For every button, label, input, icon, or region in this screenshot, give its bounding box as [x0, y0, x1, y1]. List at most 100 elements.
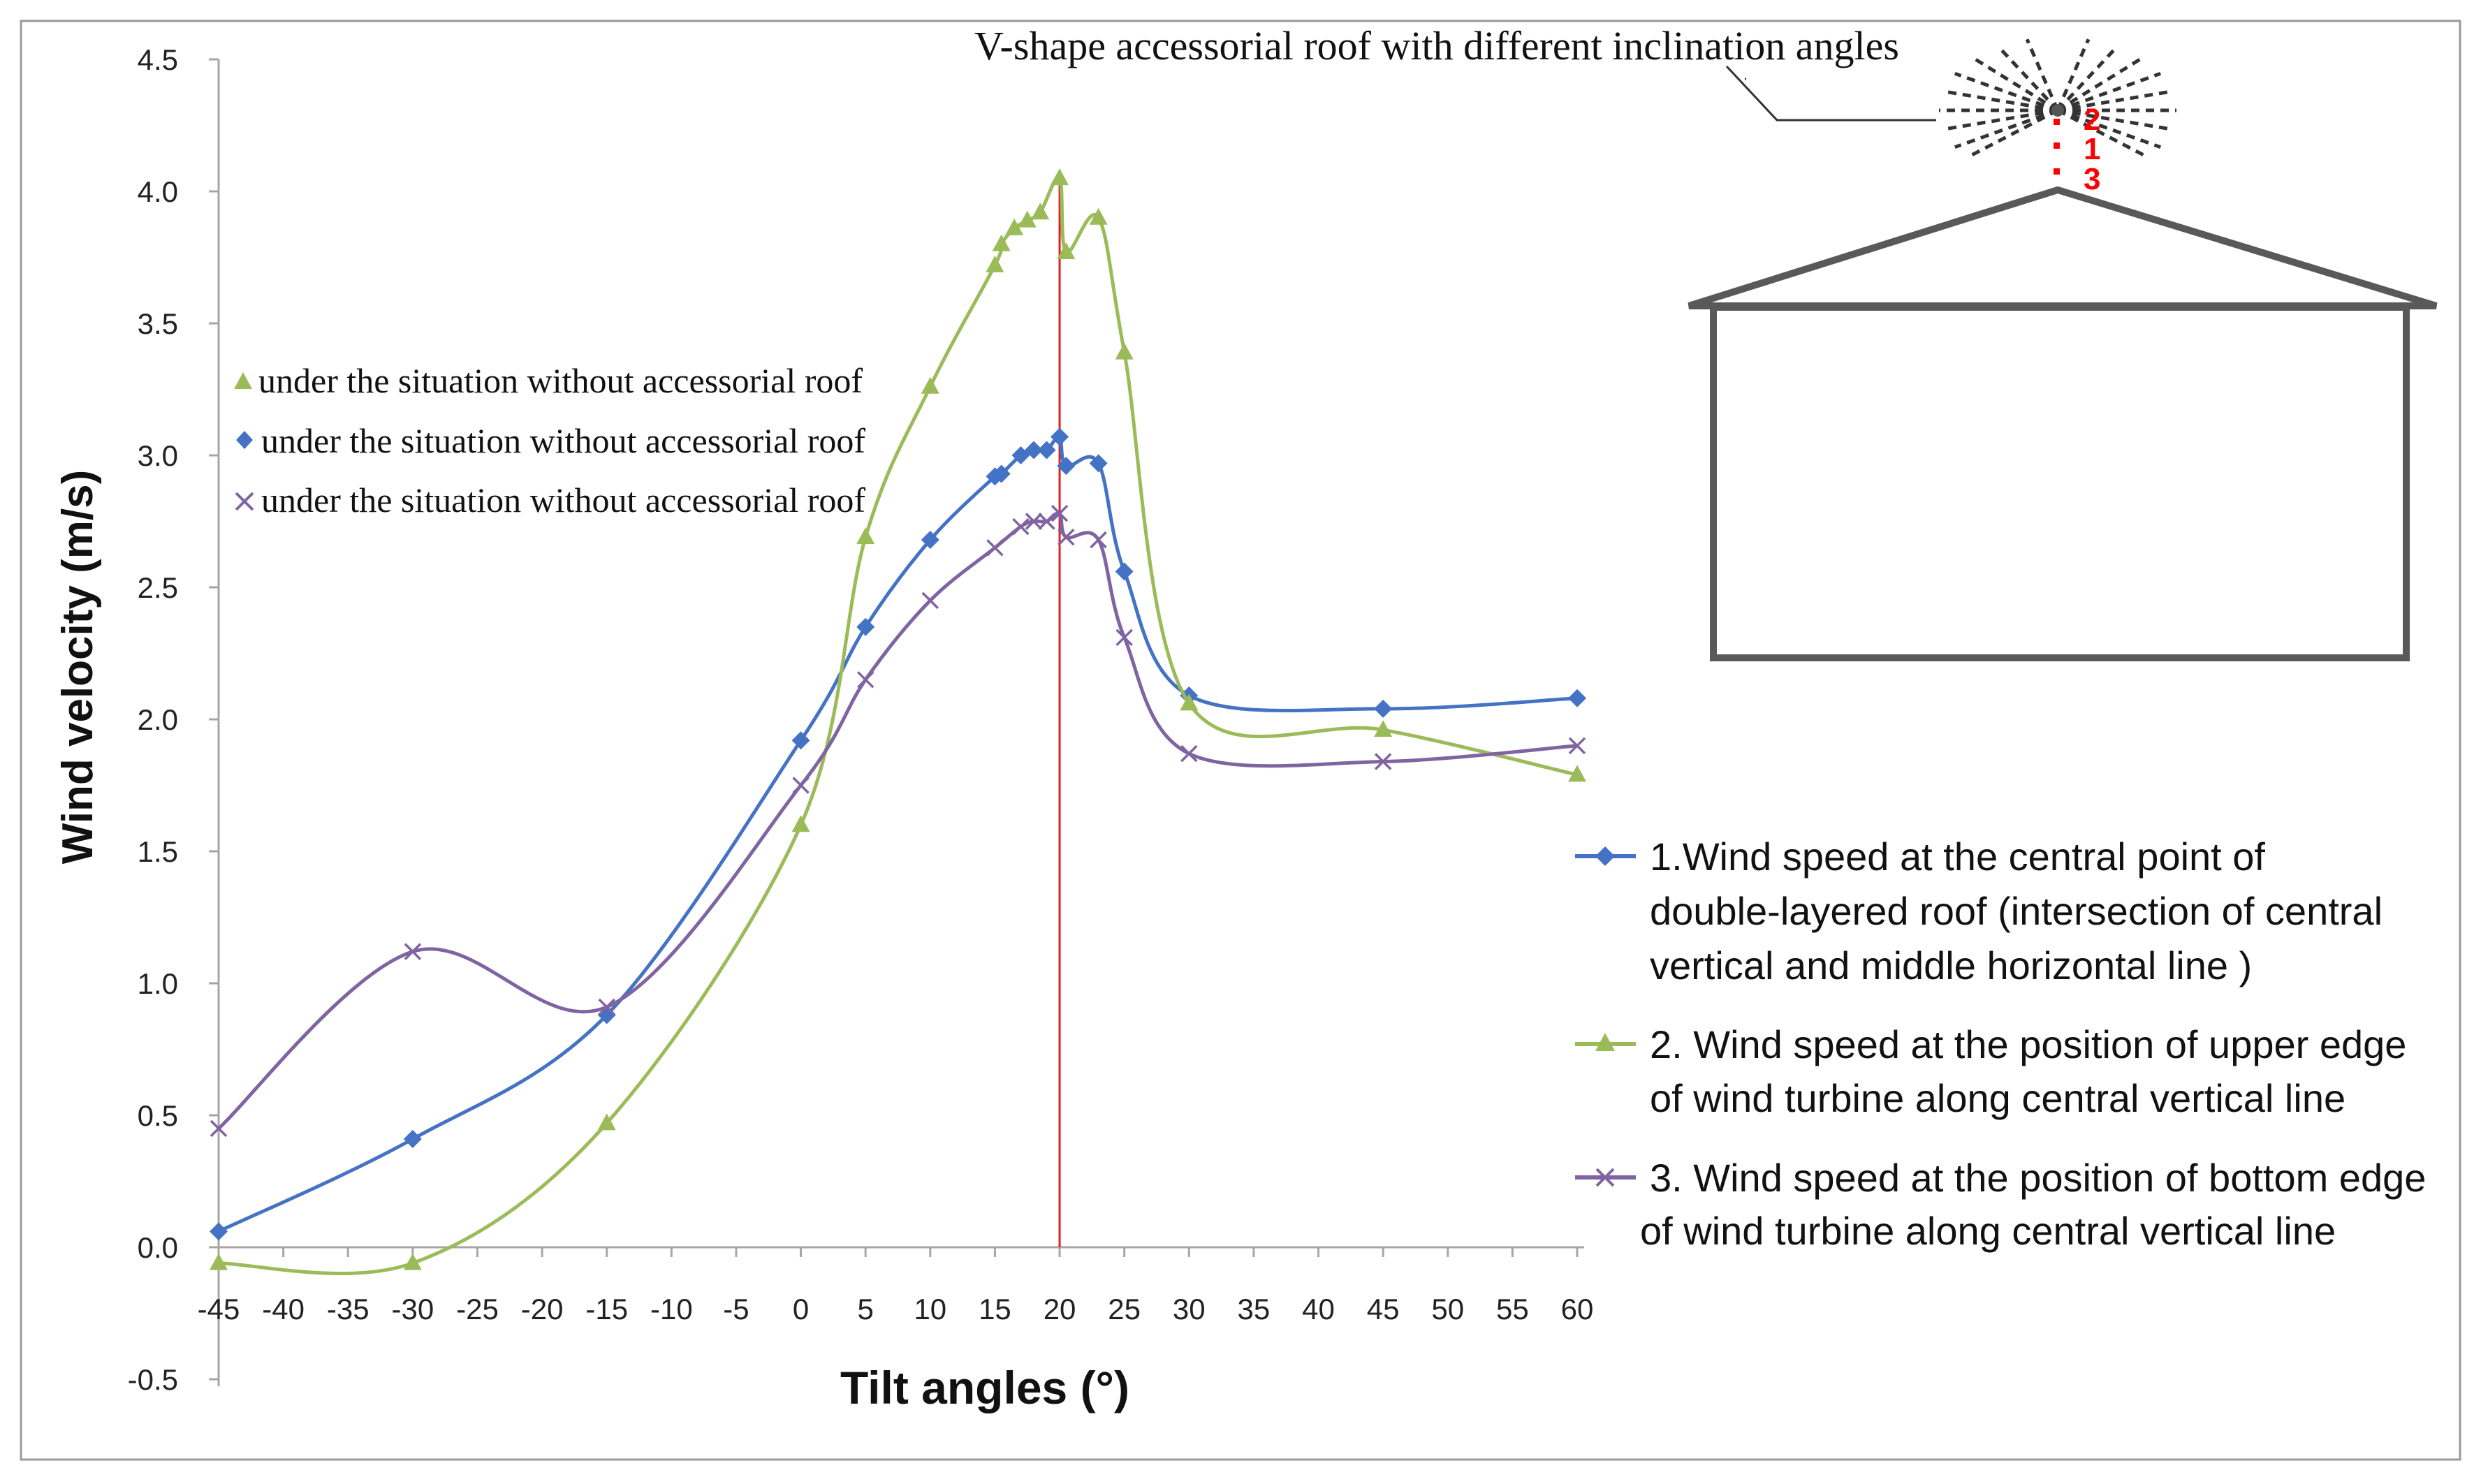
y-tick-label: 1.0: [138, 967, 178, 1000]
inner-legend-triangle-marker: [234, 372, 252, 389]
inner-legend-x-marker: [235, 492, 254, 511]
series-layer: [210, 168, 1586, 1276]
data-point: [1089, 454, 1108, 473]
data-point: [1115, 629, 1133, 647]
roof-blade-line: [2057, 89, 2173, 112]
annotation-leader-line: [1725, 65, 1936, 122]
inner-legend: under the situation without accessorial …: [234, 361, 865, 520]
y-tick-label: 4.5: [138, 43, 178, 76]
data-point: [1031, 203, 1050, 220]
y-tick-label: -0.5: [128, 1363, 178, 1396]
roof-blade-line: [2056, 38, 2091, 111]
data-point: [1115, 562, 1134, 581]
measurement-dot: [2054, 142, 2060, 149]
data-point: [1057, 528, 1075, 546]
data-point: [992, 464, 1011, 483]
data-point: [403, 1130, 422, 1149]
data-point: [210, 1222, 228, 1241]
y-tick-label: 0.5: [138, 1099, 178, 1132]
inner-legend-diamond-marker: [236, 431, 253, 449]
roof-blade-line: [2057, 71, 2162, 112]
x-tick-label: -15: [585, 1293, 628, 1325]
measurement-points: [2054, 119, 2060, 175]
data-point: [791, 815, 810, 832]
roof-blade-line: [1942, 89, 2058, 112]
outer-legend-item: 3. Wind speed at the position of bottom …: [1575, 1156, 2426, 1253]
data-point: [986, 539, 1004, 557]
outer-legend-line: double-layered roof (intersection of cen…: [1650, 889, 2383, 933]
data-point: [1374, 720, 1393, 737]
data-point: [921, 376, 939, 394]
data-point: [1568, 689, 1586, 707]
series-3: [210, 504, 1586, 1138]
data-point: [986, 255, 1004, 272]
house-body: [1710, 304, 2410, 661]
data-point: [1057, 242, 1076, 259]
x-tick-label: -40: [262, 1293, 305, 1325]
v-shape-accessorial-roof: [1939, 38, 2176, 159]
data-point: [856, 617, 875, 636]
data-point: [1051, 168, 1069, 186]
measurement-dot: [2054, 119, 2060, 125]
roof-blade-line: [1942, 108, 2058, 131]
data-point: [1374, 753, 1392, 770]
x-axis-title: Tilt angles (°): [840, 1362, 1129, 1413]
y-tick-label: 2.0: [138, 703, 178, 736]
data-point: [1051, 427, 1069, 446]
x-tick-label: -30: [392, 1293, 434, 1325]
data-point: [1374, 699, 1393, 718]
roof-blade-line: [2025, 38, 2060, 111]
data-point: [921, 530, 939, 549]
x-tick-label: 40: [1302, 1293, 1335, 1325]
outer-legend-triangle-marker: [1595, 1033, 1615, 1051]
data-point: [791, 731, 810, 750]
roof-blade-line: [2057, 108, 2173, 131]
data-point: [1025, 441, 1043, 460]
series-1: [210, 427, 1586, 1241]
data-point: [1011, 446, 1030, 464]
outer-legend-line: vertical and middle horizontal line ): [1650, 943, 2252, 987]
data-point: [1089, 207, 1108, 225]
roof-blade-line: [1954, 71, 2058, 112]
outer-legend-line: 3. Wind speed at the position of bottom …: [1650, 1156, 2426, 1200]
x-tick-label: 30: [1173, 1293, 1206, 1325]
house-illustration: [1688, 186, 2438, 661]
series-2: [210, 168, 1586, 1276]
x-tick-label: 50: [1431, 1293, 1464, 1325]
outer-legend-line: 2. Wind speed at the position of upper e…: [1650, 1022, 2406, 1066]
figure-frame: [20, 20, 2461, 1461]
measurement-label: 1: [2084, 132, 2100, 166]
inner-legend-label: under the situation without accessorial …: [258, 361, 863, 400]
x-tick-label: -35: [327, 1293, 369, 1325]
data-point: [1005, 218, 1024, 235]
x-tick-label: -10: [650, 1293, 693, 1325]
x-tick-label: 25: [1108, 1293, 1141, 1325]
data-point: [1025, 513, 1043, 530]
data-point: [210, 1253, 228, 1270]
roof-blade-line: [1954, 108, 2058, 149]
measurement-dot: [2054, 168, 2060, 175]
y-tick-label: 0.0: [138, 1231, 178, 1264]
data-point: [1568, 737, 1586, 755]
x-tick-label: 5: [858, 1293, 874, 1325]
x-tick-label: -20: [521, 1293, 564, 1325]
data-point: [1018, 210, 1037, 228]
inner-legend-label: under the situation without accessorial …: [261, 421, 865, 460]
y-axis-title: Wind velocity (m/s): [54, 470, 102, 864]
x-tick-label: -25: [456, 1293, 499, 1325]
roof-blade-line: [2057, 108, 2162, 149]
y-tick-label: 1.5: [138, 835, 178, 868]
data-point: [403, 1253, 422, 1270]
measurement-label: 2: [2084, 103, 2100, 137]
y-tick-label: 4.0: [138, 175, 178, 208]
data-point: [210, 1119, 228, 1138]
x-tick-label: 60: [1561, 1293, 1594, 1325]
measurement-label: 3: [2084, 162, 2100, 196]
x-tick-label: 35: [1238, 1293, 1271, 1325]
data-point: [792, 777, 810, 794]
roof-blade-line: [2056, 57, 2143, 112]
roof-blade-line: [1966, 108, 2059, 159]
data-point: [1051, 504, 1069, 522]
data-point: [1568, 765, 1586, 782]
